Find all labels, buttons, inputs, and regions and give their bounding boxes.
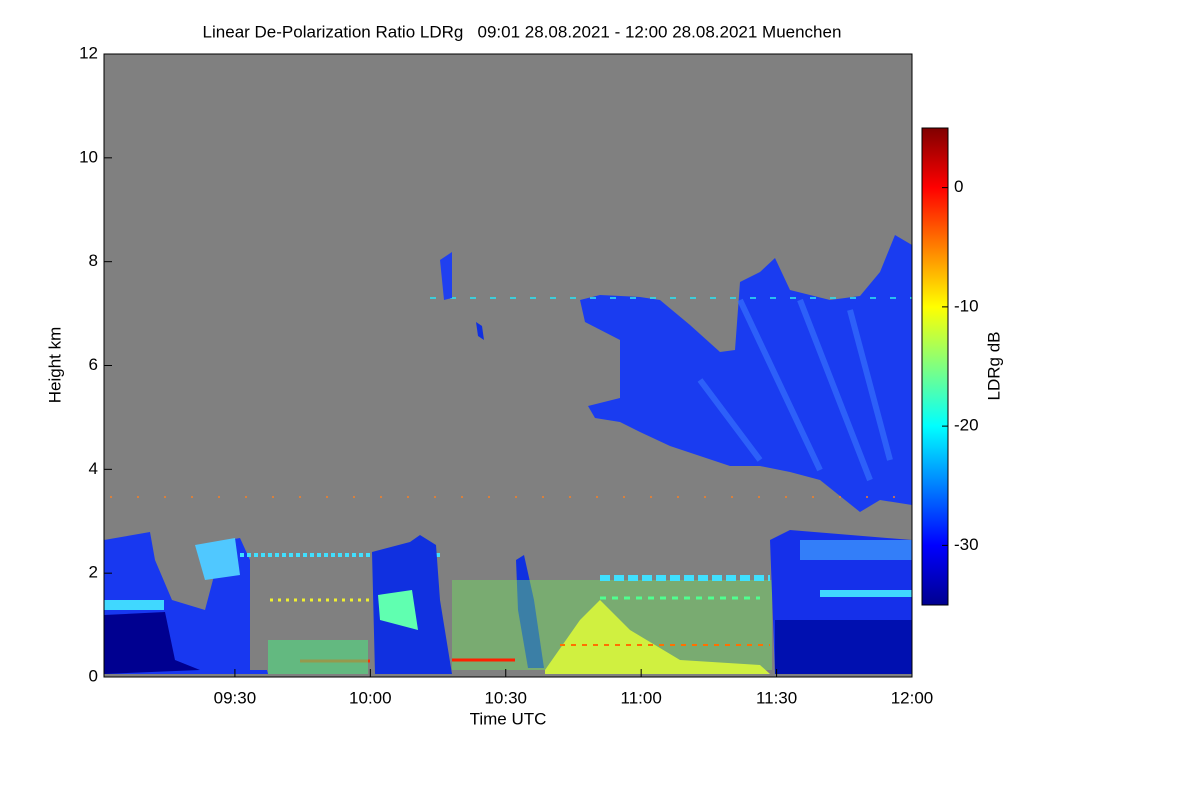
y-tick-label: 0 [89,666,98,685]
colorbar [921,127,949,606]
colorbar-tick-label: -10 [954,296,979,315]
y-axis-label: Height km [45,327,64,404]
x-axis-label: Time UTC [470,709,547,728]
y-tick-label: 10 [79,147,98,166]
y-tick-label: 12 [79,43,98,62]
colorbar-tick-label: 0 [954,177,963,196]
y-tick-label: 2 [89,563,98,582]
chart-title: Linear De-Polarization Ratio LDRg 09:01 … [203,22,842,41]
x-tick-label: 11:00 [621,688,662,707]
colorbar-tick-label: -20 [954,416,979,435]
colorbar-label: LDRg dB [984,332,1003,401]
colorbar-tick-label: -30 [954,535,979,554]
y-tick-label: 8 [89,251,98,270]
x-tick-label: 12:00 [891,688,934,707]
x-tick-label: 10:00 [349,688,392,707]
y-tick-label: 4 [89,459,98,478]
lidar-image [104,235,912,674]
x-tick-label: 09:30 [214,688,257,707]
x-tick-label: 11:30 [756,688,797,707]
x-tick-label: 10:30 [484,688,527,707]
y-tick-label: 6 [89,355,98,374]
